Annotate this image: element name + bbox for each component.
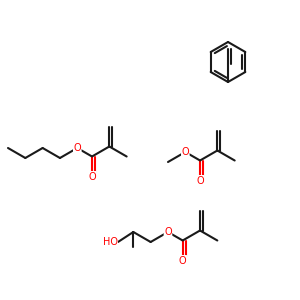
Text: O: O: [179, 256, 187, 266]
Text: HO: HO: [103, 237, 118, 247]
Text: O: O: [196, 176, 204, 185]
Text: O: O: [182, 147, 189, 157]
Text: O: O: [164, 227, 172, 237]
Text: O: O: [74, 143, 81, 153]
Text: O: O: [88, 172, 96, 182]
